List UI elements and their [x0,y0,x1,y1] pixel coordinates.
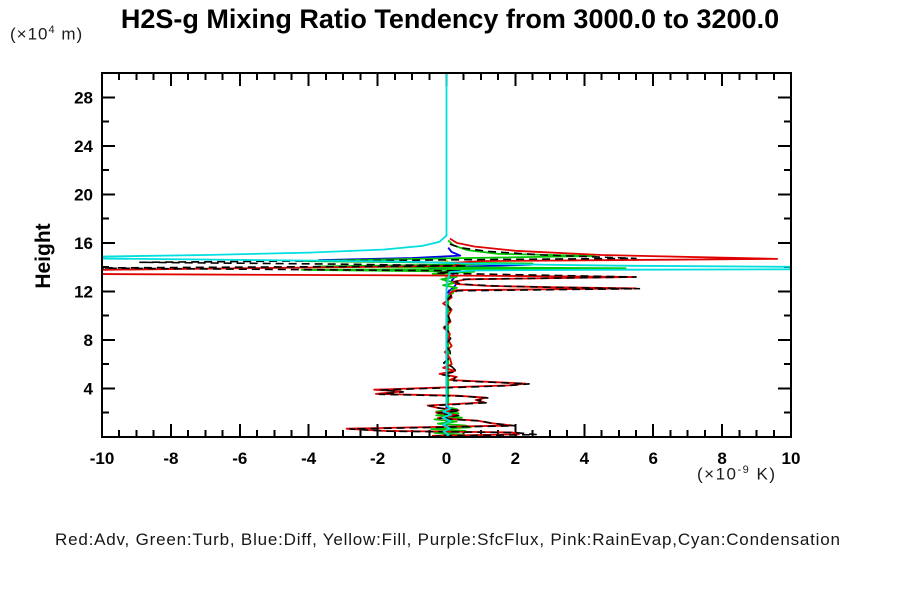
x-tick-label: 0 [442,449,451,468]
y-unit-exponent: 4 [48,24,56,36]
x-tick-label: 10 [782,449,801,468]
axis-ticks [102,73,791,437]
legend-caption: Red:Adv, Green:Turb, Blue:Diff, Yellow:F… [55,530,841,549]
x-tick-label: 4 [580,449,590,468]
x-unit-prefix: (×10 [697,464,738,484]
x-unit-exponent: -9 [737,464,751,476]
y-tick-label: 24 [74,137,93,156]
x-tick-label: 6 [648,449,657,468]
y-tick-label: 20 [74,185,93,204]
y-tick-label: 12 [74,282,93,301]
y-tick-label: 28 [74,88,93,107]
y-axis-unit: (×104 m) [10,24,83,45]
x-tick-label: -10 [90,449,115,468]
y-tick-label: 16 [74,234,93,253]
x-axis-unit: (×10-9 K) [697,464,777,485]
x-tick-label: -6 [232,449,247,468]
x-tick-label: 8 [717,449,726,468]
data-series-group [103,74,790,436]
y-tick-label: 4 [84,379,94,398]
x-tick-label: -4 [301,449,317,468]
y-unit-suffix: m) [55,24,84,44]
x-tick-label: -8 [163,449,178,468]
x-tick-label: -2 [370,449,385,468]
y-tick-label: 8 [84,331,93,350]
series-condensation [103,74,790,436]
x-unit-suffix: K) [750,464,777,484]
page-title: H2S-g Mixing Ratio Tendency from 3000.0 … [120,4,780,34]
series-total [103,243,641,436]
y-unit-prefix: (×10 [10,24,49,44]
x-tick-label: 2 [511,449,520,468]
